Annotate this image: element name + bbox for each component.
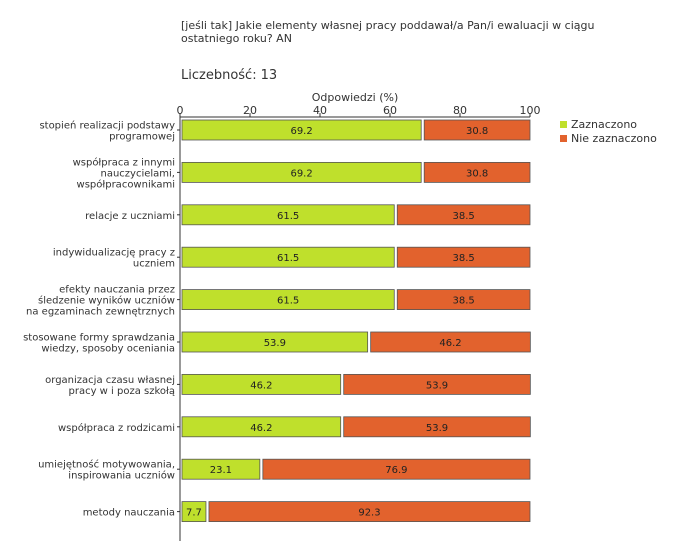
bar-selected (181, 246, 395, 268)
data-label: 30.8 (466, 126, 488, 137)
data-label: 53.9 (426, 423, 448, 434)
legend-swatch-not-selected (560, 134, 567, 142)
category-label-line: efekty nauczania przez (59, 285, 175, 296)
data-label: 46.2 (250, 380, 272, 391)
count-value: 13 (260, 68, 278, 83)
bar-not-selected (423, 119, 531, 141)
category-label-line: współpraca z rodzicami (58, 422, 175, 434)
data-label: 92.3 (358, 508, 380, 519)
bar-not-selected (396, 289, 531, 311)
data-label: 53.9 (426, 380, 448, 391)
data-label: 76.9 (385, 465, 407, 476)
data-label: 7.7 (186, 508, 202, 519)
category-label-line: programowej (109, 132, 175, 143)
x-tick-label: 0 (177, 104, 184, 117)
bar-not-selected (396, 204, 531, 226)
category-label-line: metody nauczania (83, 508, 175, 519)
x-axis-title: Odpowiedzi (%) (312, 91, 399, 104)
question-text: [jeśli tak] Jakie elementy własnej pracy… (181, 19, 595, 45)
category-label: umiejętność motywowania, inspirowania ucz… (38, 459, 175, 482)
x-tick-label: 100 (520, 104, 541, 117)
bar-selected (181, 204, 395, 226)
bar-selected (181, 161, 422, 183)
bar-selected (181, 458, 261, 480)
data-label: 69.2 (290, 168, 312, 179)
x-tick-label: 80 (453, 104, 467, 117)
category-label: metody nauczania (83, 508, 175, 519)
bar-not-selected (396, 246, 531, 268)
category-label: indywidualizację pracy z uczniem (53, 248, 175, 270)
data-label: 61.5 (277, 253, 299, 264)
category-label-line: nauczycielami, (100, 168, 175, 179)
bar-not-selected (208, 501, 531, 523)
bar-not-selected (343, 373, 531, 395)
data-label: 61.5 (277, 296, 299, 307)
count-label: Liczebność: (181, 68, 257, 83)
bar-not-selected (370, 331, 531, 353)
category-label: stosowane formy sprawdzania wiedzy, sposo… (23, 333, 175, 355)
category-label-line: wiedzy, sposoby oceniania (41, 344, 175, 355)
legend-item-selected: Zaznaczono (560, 117, 657, 131)
chart-legend: Zaznaczono Nie zaznaczono (560, 117, 657, 145)
category-label-line: relacje z uczniami (85, 211, 175, 222)
category-label: stopień realizacji podstawy programowej (39, 120, 175, 143)
data-label: 69.2 (290, 126, 312, 137)
bar-selected (181, 501, 207, 523)
legend-label-selected: Zaznaczono (571, 117, 638, 131)
category-label-line: inspirowania uczniów (68, 470, 175, 482)
data-label: 38.5 (452, 296, 474, 307)
data-label: 61.5 (277, 211, 299, 222)
category-label: efekty nauczania przez śledzenie wyników … (26, 285, 175, 318)
data-label: 46.2 (439, 338, 461, 349)
category-label-line: pracy w i poza szkołą (69, 386, 176, 397)
category-label-line: stosowane formy sprawdzania (23, 333, 175, 344)
category-label: organizacja czasu własnej pracy w i poza … (45, 375, 175, 397)
data-label: 38.5 (452, 253, 474, 264)
x-tick-label: 20 (243, 104, 257, 117)
bar-selected (181, 373, 342, 395)
data-label: 23.1 (210, 465, 232, 476)
bar-selected (181, 289, 395, 311)
legend-item-not-selected: Nie zaznaczono (560, 131, 657, 145)
data-label: 53.9 (264, 338, 286, 349)
category-label-line: stopień realizacji podstawy (39, 120, 175, 132)
category-label-line: na egzaminach zewnętrznych (26, 307, 175, 318)
category-label-line: uczniem (133, 259, 175, 270)
category-label-line: współpracownikami (77, 178, 175, 190)
legend-swatch-selected (560, 120, 567, 128)
category-label-line: śledzenie wyników uczniów (38, 295, 175, 307)
category-label: współpraca z rodzicami (58, 422, 175, 434)
bar-selected (181, 416, 342, 438)
sample-size: Liczebność: 13 (181, 68, 277, 83)
data-label: 30.8 (466, 168, 488, 179)
category-label: relacje z uczniami (85, 211, 175, 222)
bar-selected (181, 331, 369, 353)
x-tick-label: 60 (383, 104, 397, 117)
category-label-line: współpraca z innymi (73, 156, 175, 168)
legend-label-not-selected: Nie zaznaczono (571, 131, 657, 145)
data-label: 38.5 (452, 211, 474, 222)
category-label-line: organizacja czasu własnej (45, 375, 175, 386)
category-label-line: umiejętność motywowania, (38, 459, 175, 471)
data-label: 46.2 (250, 423, 272, 434)
category-label-line: indywidualizację pracy z (53, 248, 175, 259)
x-tick-label: 40 (313, 104, 327, 117)
bar-not-selected (343, 416, 531, 438)
bar-selected (181, 119, 422, 141)
bar-not-selected (262, 458, 531, 480)
category-label: współpraca z innymi nauczycielami, współpr… (73, 156, 175, 190)
bar-not-selected (423, 161, 531, 183)
